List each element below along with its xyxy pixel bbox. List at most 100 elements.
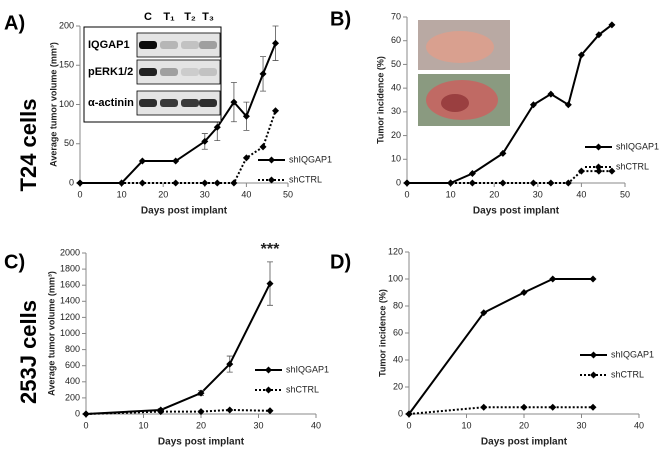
marker xyxy=(138,157,146,165)
marker xyxy=(226,406,234,414)
legend-marker xyxy=(595,163,602,171)
marker xyxy=(589,275,597,283)
marker xyxy=(230,179,238,187)
x-tick-label: 0 xyxy=(406,420,411,430)
x-tick-label: 40 xyxy=(576,189,586,199)
legend-label: shCTRL xyxy=(611,369,644,379)
y-tick-label: 1000 xyxy=(60,328,80,338)
marker xyxy=(201,179,209,187)
legend-label: shIQGAP1 xyxy=(616,141,659,151)
row-label: 253J cells xyxy=(16,300,41,404)
y-axis-label: Average tumor volume (mm³) xyxy=(48,42,58,167)
marker xyxy=(468,179,476,187)
y-tick-label: 150 xyxy=(59,60,74,70)
blot-band xyxy=(199,68,217,76)
x-axis-label: Days post implant xyxy=(473,206,560,217)
legend-label: shIQGAP1 xyxy=(611,349,654,359)
y-tick-label: 1800 xyxy=(60,263,80,273)
x-tick-label: 10 xyxy=(117,189,127,199)
x-tick-label: 40 xyxy=(241,189,251,199)
blot-band xyxy=(181,68,199,76)
marker xyxy=(157,408,165,416)
x-tick-label: 0 xyxy=(83,420,88,430)
marker xyxy=(242,154,250,162)
x-tick-label: 10 xyxy=(461,420,471,430)
marker xyxy=(272,39,280,47)
blot-row-label: IQGAP1 xyxy=(88,39,130,51)
marker xyxy=(589,403,597,411)
y-axis-label: Tumor incidence (%) xyxy=(377,289,387,377)
lane-label: T₁ xyxy=(163,11,175,23)
y-tick-label: 20 xyxy=(393,381,403,391)
blot-band xyxy=(160,41,178,49)
x-tick-label: 30 xyxy=(200,189,210,199)
x-tick-label: 0 xyxy=(77,189,82,199)
legend-label: shCTRL xyxy=(289,174,322,184)
marker xyxy=(520,289,528,296)
legend-marker xyxy=(590,371,597,379)
x-tick-label: 40 xyxy=(634,420,644,430)
y-tick-label: 100 xyxy=(59,99,74,109)
x-tick-label: 10 xyxy=(446,189,456,199)
marker xyxy=(197,408,205,416)
marker xyxy=(564,179,572,187)
marker xyxy=(213,179,221,187)
blot-row-label: α-actinin xyxy=(88,97,134,109)
lane-label: T₂ xyxy=(184,11,196,23)
legend-marker xyxy=(590,351,597,359)
y-tick-label: 50 xyxy=(64,138,74,148)
y-tick-label: 60 xyxy=(393,327,403,337)
y-tick-label: 40 xyxy=(393,354,403,364)
marker xyxy=(138,179,146,187)
x-tick-label: 10 xyxy=(138,420,148,430)
legend-label: shIQGAP1 xyxy=(289,154,332,164)
marker xyxy=(529,101,537,109)
legend-marker xyxy=(265,386,272,394)
blot-band xyxy=(139,99,157,107)
y-tick-label: 1400 xyxy=(60,296,80,306)
marker xyxy=(82,410,90,418)
x-axis-label: Days post implant xyxy=(158,437,245,448)
y-tick-label: 400 xyxy=(65,376,80,386)
marker xyxy=(266,407,274,415)
marker xyxy=(577,51,585,59)
legend-label: shCTRL xyxy=(616,161,649,171)
series-line xyxy=(80,110,277,184)
marker xyxy=(480,309,488,317)
marker xyxy=(259,70,267,78)
marker xyxy=(272,107,280,115)
y-tick-label: 0 xyxy=(396,177,401,187)
marker xyxy=(197,389,205,397)
legend-marker xyxy=(595,143,602,151)
series-line xyxy=(85,283,271,415)
blot-row-label: pERK1/2 xyxy=(88,66,133,78)
marker xyxy=(608,21,616,29)
legend-label: shCTRL xyxy=(286,384,319,394)
marker xyxy=(76,179,84,187)
y-tick-label: 10 xyxy=(391,154,401,164)
y-tick-label: 2000 xyxy=(60,247,80,257)
x-axis-label: Days post implant xyxy=(141,206,228,217)
series-line xyxy=(408,406,593,415)
lane-label: T₃ xyxy=(202,11,214,23)
marker xyxy=(213,123,221,131)
series-line xyxy=(80,42,277,184)
y-axis-label: Tumor incidence (%) xyxy=(375,56,385,144)
y-tick-label: 1200 xyxy=(60,312,80,322)
y-tick-label: 80 xyxy=(393,300,403,310)
marker xyxy=(499,179,507,187)
x-axis-label: Days post implant xyxy=(481,437,568,448)
marker xyxy=(520,403,528,411)
y-tick-label: 20 xyxy=(391,130,401,140)
marker xyxy=(595,31,603,39)
legend-marker xyxy=(265,366,272,374)
series-line xyxy=(408,278,593,415)
blot-band xyxy=(199,41,217,49)
x-tick-label: 40 xyxy=(311,420,321,430)
marker xyxy=(259,143,267,151)
y-tick-label: 800 xyxy=(65,344,80,354)
y-tick-label: 60 xyxy=(391,35,401,45)
legend-label: shIQGAP1 xyxy=(286,364,329,374)
y-axis-label: Average tumor volume (mm³) xyxy=(46,271,56,396)
y-tick-label: 0 xyxy=(75,408,80,418)
